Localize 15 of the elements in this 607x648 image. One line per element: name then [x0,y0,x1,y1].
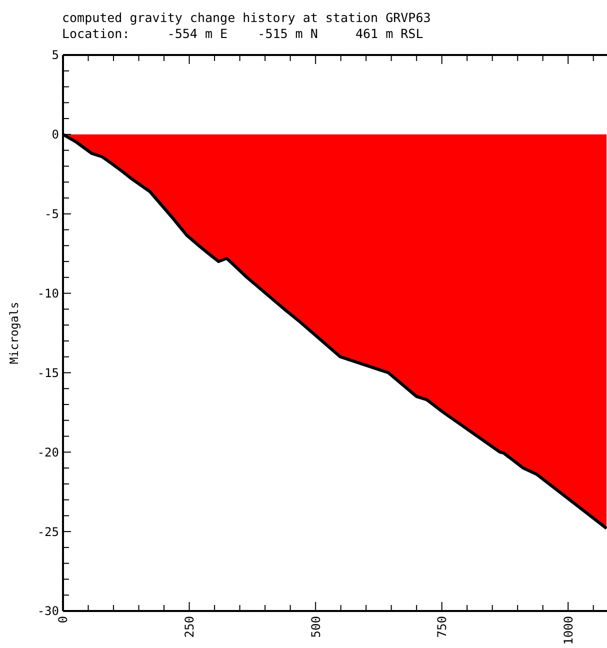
chart-subtitle: Location: -554 m E -515 m N 461 m RSL [62,26,424,41]
y-tick-label: -5 [44,207,59,222]
y-tick-label: 0 [52,128,59,142]
y-tick-label: -20 [37,445,59,460]
x-tick-label: 1000 [561,616,576,645]
y-tick-label: -10 [37,286,59,300]
x-tick-label: 500 [308,616,323,638]
x-tick-label: 750 [435,616,450,638]
y-tick-label: 5 [52,48,59,62]
x-tick-label: 250 [182,616,196,638]
y-tick-label: -30 [37,604,59,618]
y-tick-label: -15 [37,366,59,380]
chart-title: computed gravity change history at station GRVP63 [62,10,431,25]
y-axis-title: Microgals [7,302,21,364]
y-tick-label: -25 [37,524,59,539]
